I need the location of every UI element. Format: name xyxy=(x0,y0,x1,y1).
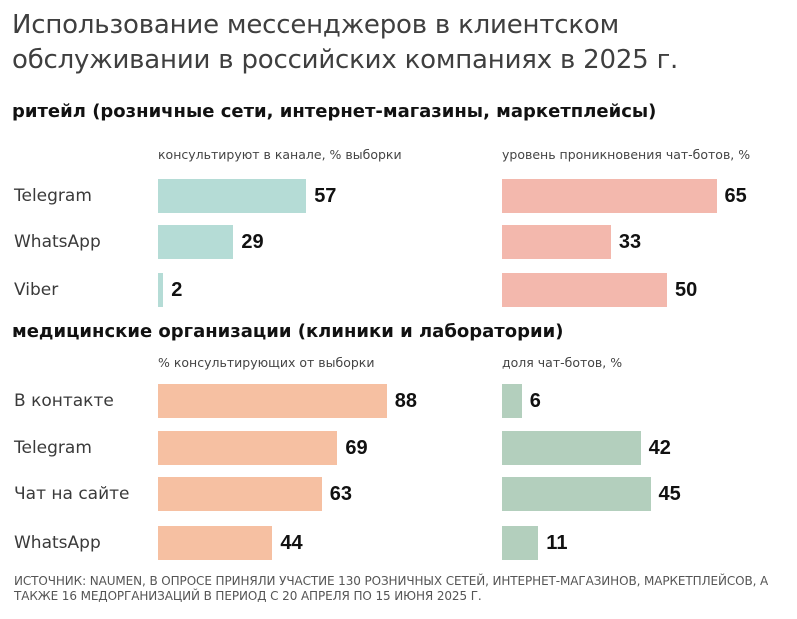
panel-header-1: уровень проникновения чат-ботов, % xyxy=(502,147,751,162)
bar xyxy=(158,225,234,259)
data-label: 2 xyxy=(171,279,183,301)
category-label: Telegram xyxy=(14,186,92,206)
section-title-2: медицинские организации (клиники и лабор… xyxy=(12,321,564,342)
panel-header-3: доля чат-ботов, % xyxy=(502,355,623,370)
data-label: 33 xyxy=(618,231,642,253)
bar xyxy=(502,273,667,307)
data-label: 45 xyxy=(658,483,681,505)
bar xyxy=(502,526,539,560)
data-label: 65 xyxy=(724,185,747,207)
bar xyxy=(158,526,273,560)
bar xyxy=(502,384,522,418)
category-label: Viber xyxy=(14,280,59,300)
bar xyxy=(158,384,387,418)
data-label: 6 xyxy=(529,390,541,412)
category-label: Telegram xyxy=(14,438,92,458)
bar xyxy=(158,431,338,465)
bar xyxy=(158,477,322,511)
data-label: 42 xyxy=(648,437,671,459)
data-label: 29 xyxy=(241,231,264,253)
bar xyxy=(502,477,651,511)
section-title-0: ритейл (розничные сети, интернет-магазин… xyxy=(12,101,657,122)
data-label: 50 xyxy=(675,279,698,301)
bar xyxy=(158,273,164,307)
data-label: 69 xyxy=(345,437,368,459)
data-label: 63 xyxy=(329,483,353,505)
chart-title: Использование мессенджеров в клиентском … xyxy=(12,10,679,75)
bar xyxy=(158,179,307,213)
category-label: WhatsApp xyxy=(14,533,101,553)
source-note: ИСТОЧНИК: NAUMEN, В ОПРОСЕ ПРИНЯЛИ УЧАСТ… xyxy=(14,574,769,603)
category-label: WhatsApp xyxy=(14,232,101,252)
data-label: 57 xyxy=(314,185,337,207)
data-label: 88 xyxy=(394,390,418,412)
category-label: В контакте xyxy=(14,391,114,411)
bar xyxy=(502,179,717,213)
data-label: 11 xyxy=(546,532,568,554)
panel-header-2: % консультирующих от выборки xyxy=(158,355,375,370)
category-label: Чат на сайте xyxy=(14,484,130,504)
bar xyxy=(502,431,641,465)
data-label: 44 xyxy=(280,532,303,554)
panel-header-0: консультируют в канале, % выборки xyxy=(158,147,402,162)
bar xyxy=(502,225,611,259)
